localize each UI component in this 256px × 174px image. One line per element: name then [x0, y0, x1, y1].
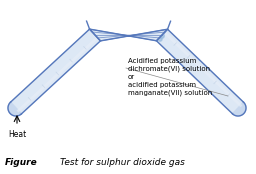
Circle shape	[158, 37, 162, 41]
Polygon shape	[8, 102, 22, 116]
Polygon shape	[156, 29, 243, 114]
Text: Figure: Figure	[5, 158, 38, 167]
Text: Heat: Heat	[8, 130, 26, 139]
Circle shape	[160, 30, 164, 35]
Text: Acidified potassium
dichromate(VI) solution
or
acidified potassium
manganate(VII: Acidified potassium dichromate(VI) solut…	[128, 58, 212, 96]
Circle shape	[159, 33, 162, 36]
Polygon shape	[232, 102, 246, 116]
Text: Test for sulphur dioxide gas: Test for sulphur dioxide gas	[60, 158, 185, 167]
Circle shape	[159, 33, 164, 38]
Polygon shape	[90, 29, 167, 41]
Polygon shape	[10, 29, 100, 114]
Circle shape	[158, 35, 162, 38]
Circle shape	[162, 30, 165, 33]
